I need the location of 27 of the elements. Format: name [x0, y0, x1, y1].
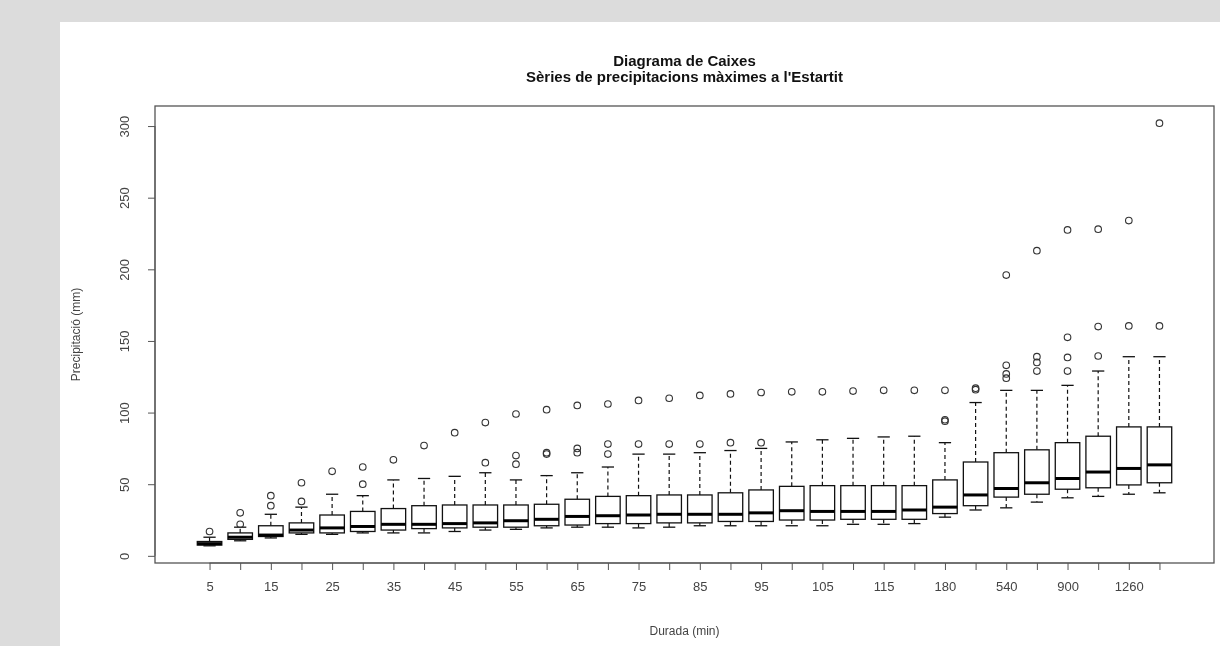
x-tick-label: 45 [447, 579, 463, 595]
y-tick-label: 100 [117, 402, 132, 424]
x-tick-label: 900 [1057, 579, 1079, 595]
y-tick-label: 50 [117, 477, 132, 492]
chart-title: Diagrama de Caixes [613, 52, 756, 69]
x-tick-label: 540 [995, 579, 1018, 595]
x-tick-label: 85 [693, 579, 708, 595]
x-tick-label: 65 [570, 579, 585, 595]
x-axis-title: Durada (min) [649, 624, 720, 638]
x-tick-label: 1260 [1114, 579, 1144, 595]
x-tick-label: 115 [873, 579, 895, 595]
y-axis-title: Precipitació (mm) [69, 287, 83, 382]
x-tick-label: 55 [509, 579, 524, 595]
y-tick-label: 200 [117, 258, 132, 281]
x-tick-label: 180 [934, 579, 957, 595]
y-tick-label: 150 [117, 330, 132, 353]
x-tick-label: 5 [206, 579, 214, 595]
x-tick-label: 75 [631, 579, 647, 595]
y-tick-label: 250 [117, 187, 132, 210]
x-tick-label: 105 [812, 579, 834, 595]
x-tick-label: 35 [386, 579, 402, 595]
y-tick-label: 0 [117, 552, 132, 560]
y-tick-label: 300 [117, 115, 132, 138]
x-tick-label: 95 [754, 579, 769, 595]
chart-subtitle: Sèries de precipitacions màximes a l'Estartit [525, 68, 844, 85]
x-tick-label: 15 [264, 579, 279, 595]
x-tick-label: 25 [325, 579, 340, 595]
